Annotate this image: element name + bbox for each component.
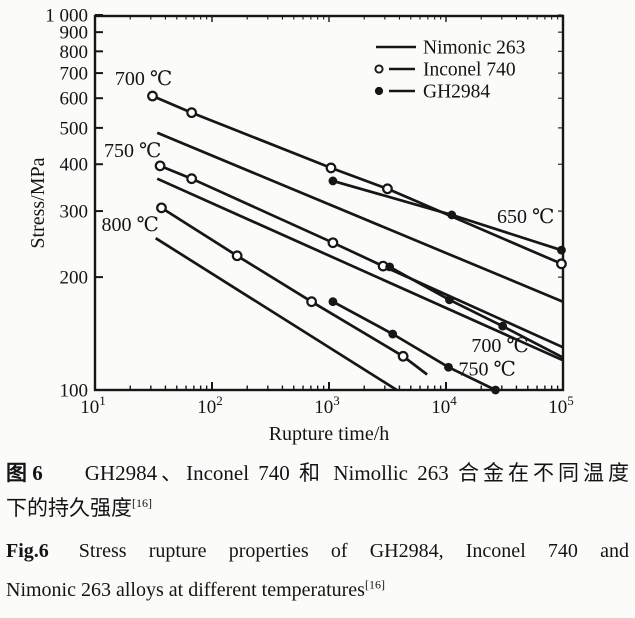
x-axis-title: Rupture time/h — [269, 423, 390, 445]
y-tick-label: 600 — [60, 89, 89, 110]
stress-rupture-chart: 100 200 300 400 500 600 700 800 900 1 000 101 102 10… — [27, 6, 574, 446]
open-circle-marker — [147, 90, 158, 102]
caption-zh-text1: GH2984、Inconel 740 和 Nimollic 263 合金在不同温… — [84, 461, 629, 485]
x-tick-label: 101 — [80, 393, 106, 418]
y-tick-label: 1 000 — [45, 6, 88, 27]
open-circle-marker — [556, 258, 567, 270]
x-tick-labels: 101 102 103 104 105 — [80, 393, 574, 418]
filled-circle-marker — [498, 321, 508, 331]
filled-circle-marker — [557, 245, 566, 255]
caption-en-reference: [16] — [364, 577, 385, 592]
x-tick-label: 104 — [431, 393, 457, 418]
open-circle-marker — [397, 350, 409, 362]
series-line-inconel-740-700℃ — [159, 164, 564, 349]
legend-filled-circle — [374, 86, 384, 96]
y-tick-label: 800 — [60, 42, 89, 63]
filled-circle-marker — [444, 362, 453, 372]
y-tick-label: 700 — [60, 64, 89, 85]
legend-label: Inconel 740 — [423, 60, 516, 81]
series-line-nimonic-263-750℃ — [156, 177, 564, 362]
series-line-nimonic-263-700℃ — [156, 131, 564, 303]
y-tick-label: 300 — [60, 202, 89, 223]
temperature-label: 650 ℃ — [497, 206, 554, 228]
axis-ticks — [94, 14, 564, 391]
open-circle-marker — [325, 162, 337, 174]
figure-captions: 图 6 GH2984、Inconel 740 和 Nimollic 263 合金… — [0, 455, 635, 607]
open-circle-marker — [327, 237, 339, 249]
x-tick-label: 105 — [548, 393, 574, 418]
open-circle-marker — [156, 202, 167, 214]
x-tick-label: 102 — [197, 393, 223, 418]
filled-circle-marker — [445, 295, 454, 305]
data-markers — [147, 90, 567, 395]
temperature-label: 700 ℃ — [115, 68, 172, 90]
series-line-inconel-740-650℃ — [151, 94, 563, 266]
caption-zh-fig-number: 图 6 — [6, 461, 43, 485]
caption-en-fig-number: Fig.6 — [6, 540, 49, 562]
caption-zh-line1: 图 6 GH2984、Inconel 740 和 Nimollic 263 合金… — [6, 457, 629, 490]
caption-zh-line2: 下的持久强度[16] — [6, 490, 629, 526]
filled-circle-marker — [385, 262, 395, 272]
filled-circle-marker — [447, 210, 457, 220]
caption-en-line2: Nimonic 263 alloys at different temperat… — [6, 574, 629, 607]
legend-label: Nimonic 263 — [423, 38, 525, 59]
series-line-gh2984-700℃ — [389, 265, 564, 359]
y-tick-label: 400 — [60, 155, 89, 176]
series-line-inconel-740-750℃ — [160, 206, 428, 376]
open-circle-marker — [154, 160, 166, 172]
temperature-label: 800 ℃ — [102, 214, 159, 236]
caption-zh-text2: 下的持久强度 — [6, 496, 132, 520]
open-circle-marker — [231, 250, 243, 262]
filled-circle-marker — [328, 176, 338, 186]
legend-label: GH2984 — [423, 82, 490, 103]
temperature-label: 750 ℃ — [459, 359, 516, 381]
series-line-gh2984-750℃ — [332, 300, 497, 392]
temperature-label: 700 ℃ — [471, 335, 528, 357]
y-tick-label: 900 — [60, 23, 89, 44]
caption-en-text2: Nimonic 263 alloys at different temperat… — [6, 579, 365, 601]
series-line-nimonic-263-800℃ — [154, 237, 398, 392]
filled-circle-marker — [491, 385, 500, 395]
open-circle-marker — [306, 296, 317, 308]
filled-circle-marker — [388, 329, 398, 339]
caption-en-text1: Stress rupture properties of GH2984, Inc… — [78, 540, 629, 562]
open-circle-marker — [186, 107, 198, 119]
x-tick-label: 103 — [314, 393, 340, 418]
caption-zh-reference: [16] — [132, 496, 152, 510]
temperature-label: 750 ℃ — [104, 140, 161, 162]
filled-circle-marker — [328, 297, 338, 307]
y-tick-label: 200 — [60, 268, 89, 289]
y-tick-label: 500 — [60, 118, 89, 139]
caption-en-line1: Fig.6 Stress rupture properties of GH298… — [6, 535, 629, 568]
open-circle-marker — [382, 183, 393, 195]
y-axis-title: Stress/MPa — [27, 157, 49, 248]
y-tick-label: 100 — [60, 381, 89, 402]
open-circle-marker — [186, 173, 198, 185]
legend-open-circle — [374, 64, 384, 74]
